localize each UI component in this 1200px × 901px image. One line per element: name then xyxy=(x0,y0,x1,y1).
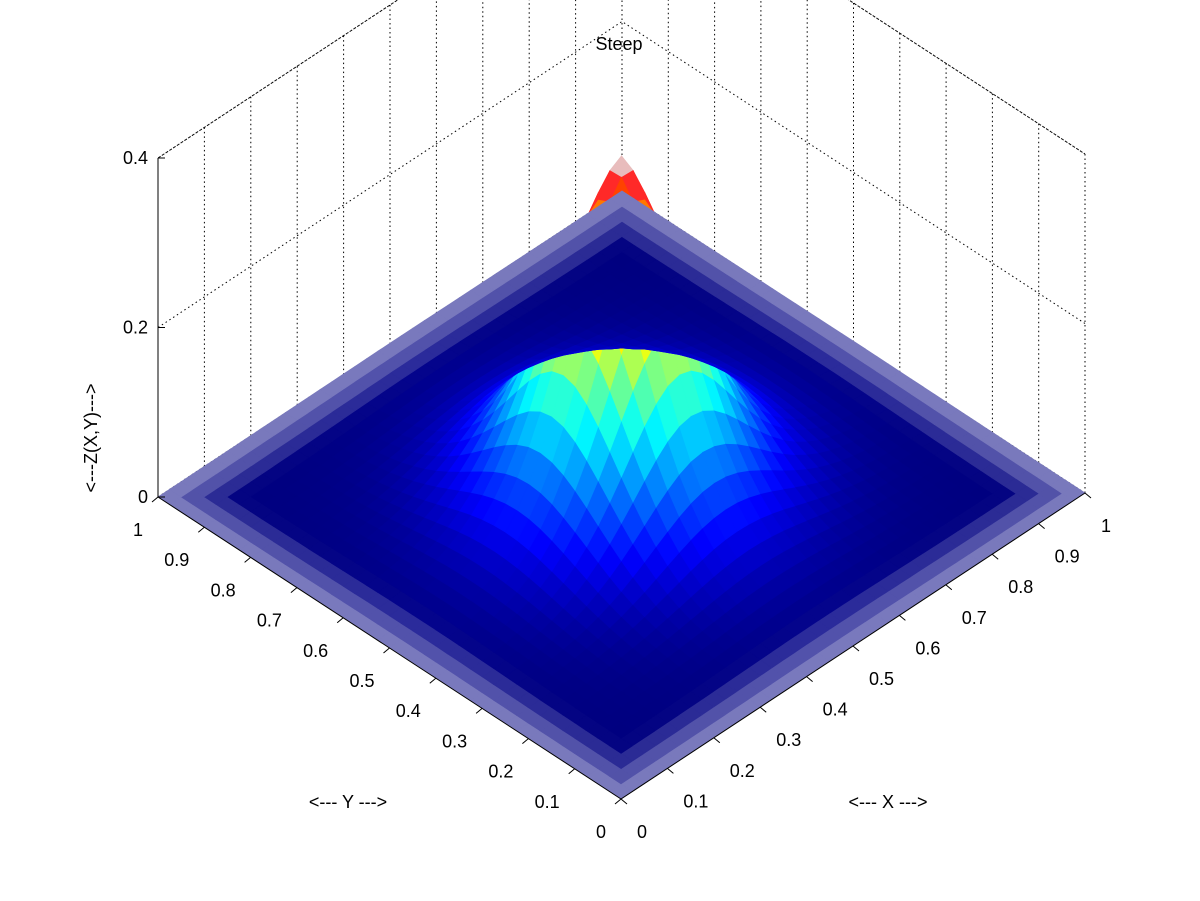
y-tick-label: 0.5 xyxy=(349,671,374,691)
z-axis: 0 0.2 0.4 xyxy=(123,148,165,507)
y-tick xyxy=(336,617,344,624)
y-tick-label: 0.7 xyxy=(257,611,282,631)
x-tick xyxy=(806,676,813,682)
y-tick xyxy=(475,708,483,714)
y-tick-label: 0.1 xyxy=(535,792,560,812)
y-tick-label: 0.9 xyxy=(164,550,189,570)
y-tick-label: 0.8 xyxy=(211,580,236,600)
y-tick xyxy=(151,496,159,503)
y-tick xyxy=(429,677,437,684)
surface-patch xyxy=(609,190,635,207)
y-tick-label: 0.6 xyxy=(303,641,328,661)
y-tick-label: 0.4 xyxy=(396,701,421,721)
y-tick xyxy=(522,738,529,744)
z-tick-label: 0 xyxy=(138,487,148,507)
z-tick-label: 0.4 xyxy=(123,148,148,168)
x-tick-label: 0.7 xyxy=(962,608,987,628)
z-tick-label: 0.2 xyxy=(123,318,148,338)
x-tick-label: 0.2 xyxy=(730,761,755,781)
x-tick-label: 0.4 xyxy=(823,700,848,720)
y-axis: 0 0.1 0.2 0.3 0.4 0.5 0.6 0.7 0.8 0.9 1 xyxy=(133,496,622,842)
x-tick xyxy=(945,584,953,591)
x-tick-label: 0 xyxy=(637,822,647,842)
x-tick-label: 0.9 xyxy=(1055,547,1080,567)
z-axis-label: <---Z(X,Y)---> xyxy=(81,384,101,493)
x-tick-label: 0.6 xyxy=(915,638,940,658)
y-tick-label: 0.3 xyxy=(442,731,467,751)
y-tick xyxy=(568,768,576,775)
x-tick xyxy=(1038,523,1045,529)
y-tick xyxy=(244,557,251,563)
x-tick xyxy=(759,706,767,713)
x-tick xyxy=(1084,492,1092,499)
x-tick xyxy=(852,645,860,652)
back-wall-outline xyxy=(157,0,1086,497)
y-tick xyxy=(290,587,298,593)
chart-title: Steep xyxy=(595,34,642,54)
y-tick xyxy=(614,798,622,805)
x-axis-label: <--- X ---> xyxy=(849,792,928,812)
x-tick-label: 0.3 xyxy=(776,730,801,750)
x-tick-label: 1 xyxy=(1101,516,1111,536)
x-tick-label: 0.8 xyxy=(1008,577,1033,597)
x-tick-label: 0.1 xyxy=(683,791,708,811)
y-tick xyxy=(197,526,205,533)
surface-mesh xyxy=(157,154,1086,800)
x-tick xyxy=(667,768,674,774)
y-tick-label: 0.2 xyxy=(488,762,513,782)
x-tick xyxy=(899,615,906,621)
y-tick xyxy=(383,647,390,654)
y-tick-label: 0 xyxy=(596,822,606,842)
y-axis-label: <--- Y ---> xyxy=(309,792,387,812)
y-tick-label: 1 xyxy=(133,520,143,540)
x-tick xyxy=(620,798,628,805)
x-tick xyxy=(713,737,721,744)
grid-line xyxy=(157,0,1086,159)
grid-line xyxy=(157,20,1086,328)
x-axis: 0 0.1 0.2 0.3 0.4 0.5 0.6 0.7 0.8 0.9 1 xyxy=(620,492,1111,842)
x-tick-label: 0.5 xyxy=(869,669,894,689)
x-tick xyxy=(991,553,999,560)
